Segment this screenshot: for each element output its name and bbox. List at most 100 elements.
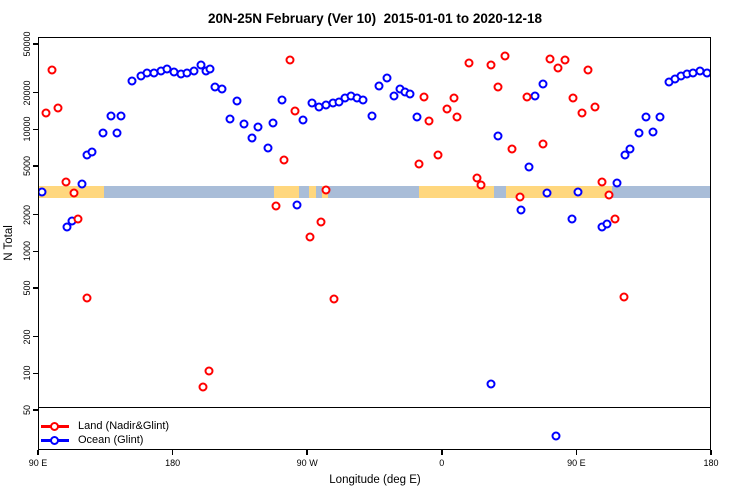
y-tick-mark — [33, 213, 38, 216]
land-data-point — [560, 55, 570, 65]
ocean-data-point — [389, 91, 399, 101]
land-data-point — [69, 188, 79, 198]
ocean-data-point — [253, 122, 263, 132]
ocean-data-point — [98, 128, 108, 138]
land-data-point — [61, 177, 71, 187]
ocean-data-point — [648, 127, 658, 137]
ocean-data-point — [39, 187, 47, 197]
ocean-circle-icon — [50, 435, 59, 445]
ocean-data-point — [77, 179, 87, 189]
land-data-point — [53, 103, 63, 113]
land-data-point — [433, 150, 443, 160]
ocean-data-point — [205, 64, 215, 74]
land-data-point — [316, 217, 326, 227]
y-tick-label: 500 — [22, 280, 32, 296]
ocean-data-point — [358, 95, 368, 105]
legend-label-ocean: Ocean (Glint) — [78, 434, 144, 446]
land-data-point — [419, 92, 429, 102]
land-data-point — [590, 102, 600, 112]
land-data-point — [568, 93, 578, 103]
x-tick-mark — [171, 450, 174, 455]
land-data-point — [538, 139, 548, 149]
legend-row-ocean: Ocean (Glint) — [41, 433, 169, 447]
ocean-data-point — [530, 91, 540, 101]
y-tick-label: 2000 — [22, 204, 32, 225]
land-data-point — [41, 108, 51, 118]
ocean-data-point — [551, 431, 561, 441]
ocean-data-point — [493, 131, 503, 141]
ocean-data-point — [263, 143, 273, 153]
y-tick-label: 100 — [22, 365, 32, 381]
ocean-legend-symbol — [41, 435, 69, 445]
y-tick-label: 20000 — [22, 80, 32, 106]
land-data-point — [285, 55, 295, 65]
ocean-data-point — [189, 66, 199, 76]
legend-label-land: Land (Nadir&Glint) — [78, 420, 170, 432]
land-data-point — [73, 214, 83, 224]
ocean-data-point — [702, 68, 710, 78]
ocean-data-point — [655, 112, 665, 122]
land-band-segment — [308, 185, 316, 199]
x-axis-label: Longitude (deg E) — [329, 474, 421, 486]
ocean-data-point — [225, 114, 235, 124]
land-data-point — [507, 144, 517, 154]
land-data-point — [577, 108, 587, 118]
y-tick-label: 200 — [22, 329, 32, 345]
land-data-point — [47, 65, 57, 75]
ocean-data-point — [641, 112, 651, 122]
land-data-point — [476, 180, 486, 190]
ocean-data-point — [298, 115, 308, 125]
y-tick-mark — [33, 409, 38, 411]
ocean-data-point — [382, 73, 392, 83]
land-data-point — [515, 192, 525, 202]
legend-row-land: Land (Nadir&Glint) — [41, 419, 169, 433]
ocean-data-point — [292, 200, 302, 210]
land-data-point — [486, 60, 496, 70]
y-tick-mark — [33, 287, 38, 289]
ocean-data-point — [106, 111, 116, 121]
ocean-data-point — [573, 187, 583, 197]
legend: Land (Nadir&Glint) Ocean (Glint) — [41, 419, 169, 447]
y-tick-mark — [33, 250, 38, 253]
x-tick-mark — [441, 450, 443, 455]
land-data-point — [271, 201, 281, 211]
land-data-point — [493, 82, 503, 92]
land-data-point — [610, 214, 620, 224]
land-band-segment — [506, 185, 612, 199]
land-data-point — [545, 54, 555, 64]
ocean-data-point — [112, 128, 122, 138]
ocean-data-point — [612, 178, 622, 188]
land-data-point — [329, 294, 339, 304]
y-tick-label: 50000 — [22, 31, 32, 57]
land-band-segment — [418, 185, 495, 199]
y-tick-mark — [33, 372, 38, 375]
y-axis-label: N Total — [3, 225, 15, 261]
x-tick-label: 180 — [703, 458, 719, 468]
ocean-data-point — [268, 118, 278, 128]
ocean-data-point — [625, 144, 635, 154]
x-tick-mark — [306, 450, 308, 455]
land-data-point — [321, 185, 331, 195]
land-data-point — [204, 366, 214, 376]
x-tick-mark — [575, 450, 578, 455]
ocean-data-point — [196, 60, 206, 70]
ocean-data-point — [367, 111, 377, 121]
ocean-data-point — [538, 79, 548, 89]
reference-line — [39, 406, 710, 409]
land-data-point — [452, 112, 462, 122]
chart-title: 20N-25N February (Ver 10) 2015-01-01 to … — [208, 11, 542, 26]
land-data-point — [619, 292, 629, 302]
land-data-point — [449, 93, 459, 103]
ocean-data-point — [412, 112, 422, 122]
land-data-point — [279, 155, 289, 165]
y-tick-label: 1000 — [22, 241, 32, 262]
land-data-point — [198, 382, 208, 392]
ocean-data-point — [127, 76, 137, 86]
x-tick-mark — [37, 450, 39, 455]
y-tick-mark — [33, 128, 38, 131]
ocean-data-point — [542, 188, 552, 198]
land-data-point — [583, 65, 593, 75]
x-tick-label: 180 — [165, 458, 181, 468]
ocean-data-point — [405, 89, 415, 99]
